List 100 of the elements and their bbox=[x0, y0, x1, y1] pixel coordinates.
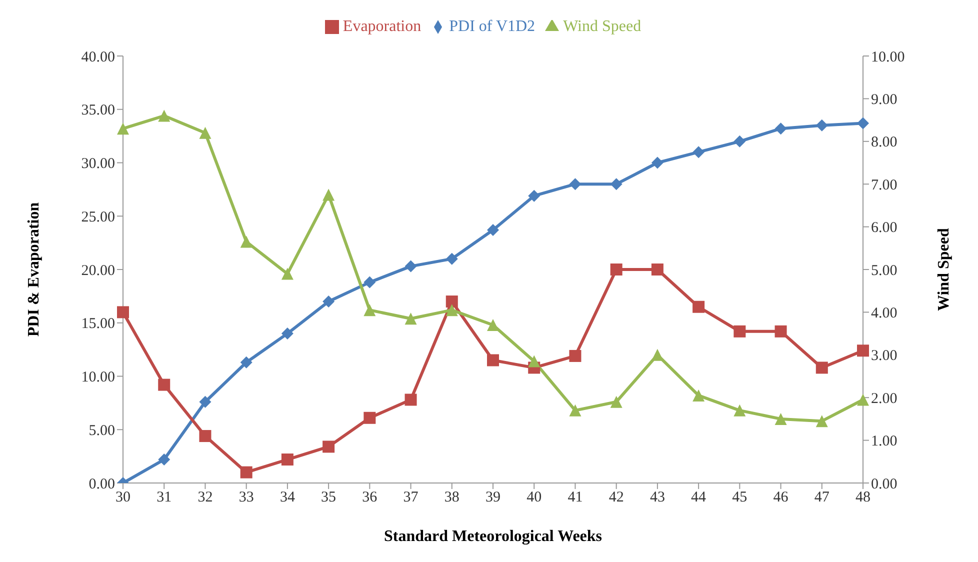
point bbox=[487, 354, 499, 366]
x-tick-label: 45 bbox=[732, 490, 748, 506]
x-tick-label: 40 bbox=[526, 490, 542, 506]
x-tick-label: 39 bbox=[486, 490, 500, 506]
y2-tick-label: 1.00 bbox=[871, 434, 898, 450]
point bbox=[692, 146, 705, 158]
point bbox=[199, 126, 212, 139]
point bbox=[158, 454, 170, 466]
point bbox=[610, 264, 622, 276]
x-tick-label: 48 bbox=[856, 490, 870, 506]
legend-label: Wind Speed bbox=[563, 18, 642, 35]
x-tick-label: 38 bbox=[444, 490, 460, 506]
point bbox=[610, 178, 622, 190]
point bbox=[816, 119, 828, 132]
x-tick-label: 42 bbox=[608, 490, 624, 506]
x-tick-label: 31 bbox=[156, 490, 172, 506]
y2-tick-label: 8.00 bbox=[871, 134, 898, 151]
point bbox=[404, 394, 417, 406]
point bbox=[692, 389, 705, 402]
point bbox=[774, 412, 787, 425]
x-tick-label: 41 bbox=[568, 490, 583, 506]
point bbox=[610, 396, 622, 408]
y2-tick-label: 9.00 bbox=[871, 92, 898, 108]
point bbox=[364, 276, 376, 288]
x-tick-label: 35 bbox=[321, 490, 336, 506]
point bbox=[117, 122, 129, 135]
y-tick-label: 0.00 bbox=[88, 476, 115, 492]
y2-tick-label: 4.00 bbox=[871, 306, 898, 322]
point bbox=[651, 264, 664, 276]
x-tick-label: 30 bbox=[116, 490, 130, 506]
point bbox=[487, 224, 499, 236]
point bbox=[158, 110, 170, 122]
y-tick-label: 5.00 bbox=[88, 422, 115, 439]
point bbox=[322, 188, 335, 201]
point bbox=[364, 412, 376, 424]
point bbox=[322, 296, 335, 308]
point bbox=[857, 344, 869, 357]
y2-tick-label: 6.00 bbox=[871, 220, 898, 236]
point bbox=[281, 454, 294, 466]
point bbox=[240, 466, 252, 478]
x-axis-title: Standard Meteorological Weeks bbox=[384, 528, 602, 545]
y-tick-label: 20.00 bbox=[81, 262, 115, 279]
x-tick-label: 33 bbox=[238, 490, 254, 506]
y2-axis-title: Wind Speed bbox=[936, 228, 953, 311]
legend-label: Evaporation bbox=[342, 18, 422, 35]
point bbox=[199, 396, 212, 408]
point bbox=[734, 325, 746, 338]
point bbox=[774, 325, 787, 338]
point bbox=[692, 300, 705, 313]
y2-tick-label: 3.00 bbox=[871, 348, 898, 364]
point bbox=[774, 122, 787, 135]
x-tick-label: 34 bbox=[280, 490, 296, 506]
point bbox=[857, 117, 869, 130]
y-tick-label: 40.00 bbox=[81, 49, 115, 66]
y2-tick-label: 0.00 bbox=[871, 476, 898, 492]
point bbox=[404, 312, 417, 325]
point bbox=[117, 306, 129, 318]
point bbox=[528, 355, 540, 368]
point bbox=[364, 304, 376, 316]
point bbox=[651, 156, 664, 169]
point bbox=[528, 190, 540, 202]
point bbox=[240, 356, 252, 368]
y-tick-label: 15.00 bbox=[81, 316, 115, 332]
point bbox=[816, 362, 828, 374]
point bbox=[240, 236, 252, 248]
y2-tick-label: 2.00 bbox=[871, 390, 898, 407]
point bbox=[404, 260, 417, 272]
point bbox=[734, 135, 746, 148]
x-tick-label: 32 bbox=[198, 490, 213, 506]
x-tick-label: 46 bbox=[773, 490, 789, 506]
point bbox=[199, 430, 212, 442]
point bbox=[569, 178, 582, 190]
point bbox=[816, 415, 828, 428]
x-tick-label: 36 bbox=[362, 490, 378, 506]
point bbox=[734, 404, 746, 416]
y-axis-title: PDI & Evaporation bbox=[26, 202, 43, 337]
point bbox=[651, 348, 664, 361]
y-tick-label: 10.00 bbox=[81, 370, 115, 386]
point bbox=[487, 319, 499, 332]
x-tick-label: 43 bbox=[650, 490, 665, 506]
point bbox=[446, 296, 458, 308]
point bbox=[281, 268, 294, 280]
point bbox=[446, 304, 458, 316]
point bbox=[322, 440, 335, 453]
x-tick-label: 37 bbox=[403, 490, 419, 506]
legend-label: PDI of V1D2 bbox=[449, 18, 536, 35]
x-tick-label: 47 bbox=[814, 490, 830, 506]
point bbox=[569, 350, 582, 362]
x-tick-label: 44 bbox=[691, 490, 707, 506]
y2-tick-label: 10.00 bbox=[871, 49, 905, 66]
point bbox=[281, 328, 294, 340]
y-tick-label: 35.00 bbox=[81, 102, 115, 119]
point bbox=[158, 378, 170, 391]
y-tick-label: 30.00 bbox=[81, 156, 115, 172]
point bbox=[569, 404, 582, 416]
y-tick-label: 25.00 bbox=[81, 209, 115, 226]
point bbox=[857, 394, 869, 406]
y2-tick-label: 7.00 bbox=[871, 177, 898, 194]
point bbox=[446, 252, 458, 265]
y2-tick-label: 5.00 bbox=[871, 262, 898, 279]
